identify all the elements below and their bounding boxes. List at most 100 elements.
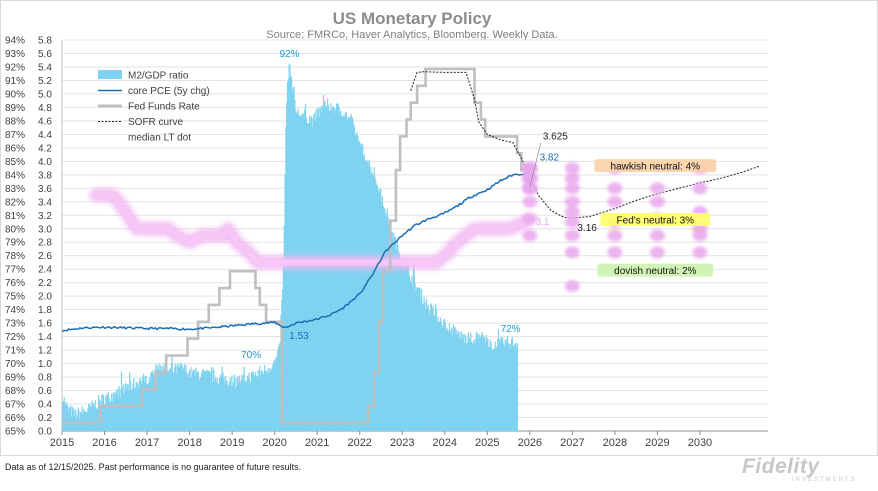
right-axis-tick-label: 0.2 [38,413,52,424]
m2-gdp-bar [129,372,131,431]
fidelity-logo: Fidelity [742,455,820,478]
m2-gdp-bar [511,337,514,431]
legend-item: median LT dot [93,132,191,144]
x-axis-tick-label: 2020 [262,437,286,449]
m2-gdp-bar [241,374,243,431]
m2-gdp-bar [471,344,473,431]
fomc-dot [522,182,538,195]
m2-gdp-bar [420,300,422,431]
m2-gdp-bar [349,115,352,431]
fomc-dot [522,229,538,242]
right-axis-tick-label: 0.0 [38,427,52,438]
fomc-dot [564,229,580,242]
m2-gdp-bar [437,316,439,431]
left-axis-tick-label: 77% [5,265,25,276]
data-label: 72% [501,324,521,335]
m2-gdp-bar [377,190,379,431]
m2-gdp-bar [166,372,168,431]
left-axis-tick-label: 70% [5,359,25,370]
fomc-dot [564,216,580,229]
m2-gdp-bar [460,337,462,431]
m2-gdp-bar [176,365,178,431]
m2-gdp-bar [115,392,117,431]
m2-gdp-bar [276,355,278,431]
m2-gdp-bar [261,370,263,431]
m2-gdp-bar [91,400,93,431]
sofr-curve-line [410,71,760,219]
m2-gdp-bar [361,146,363,432]
m2-gdp-bar [64,405,66,431]
m2-gdp-bar [467,332,469,431]
m2-gdp-bar [258,376,260,431]
m2-gdp-bar [430,304,433,431]
m2-gdp-bar [481,331,483,431]
m2-gdp-bar [320,112,322,431]
m2-gdp-bar [295,110,297,431]
m2-gdp-bar [329,110,331,432]
m2-gdp-bar [500,337,502,431]
m2-gdp-bar [369,171,371,431]
m2-gdp-bar [250,383,252,431]
m2-gdp-bar [328,111,330,432]
m2-gdp-bar [466,343,468,431]
m2-gdp-bar [363,154,366,432]
m2-gdp-bar [435,308,437,431]
m2-gdp-bar [313,115,315,431]
m2-gdp-bar [182,369,184,431]
fomc-dot [692,229,708,242]
m2-gdp-bar [179,363,181,431]
right-axis-tick-label: 5.4 [38,62,52,73]
m2-gdp-bar [113,391,115,431]
legend-item: Fed Funds Rate [98,102,200,113]
m2-gdp-bar [465,335,467,431]
m2-gdp-bar [90,407,92,431]
m2-gdp-bar [184,372,186,431]
m2-gdp-bar [468,337,470,431]
m2-gdp-bar [335,108,337,431]
m2-gdp-bar [282,265,285,431]
footnote: Data as of 12/15/2025. Past performance … [5,462,302,472]
m2-gdp-bar [77,407,79,431]
m2-gdp-bar [175,373,177,431]
m2-gdp-bar [289,65,291,431]
m2-gdp-bar [436,321,438,431]
annotation-highlight [600,213,711,227]
m2-gdp-bar [443,319,446,431]
m2-gdp-bar [247,377,249,431]
m2-gdp-bar [243,366,245,431]
annotation-text: Fed's neutral: 3% [617,216,695,227]
m2-gdp-bar [219,378,221,431]
right-axis-tick-label: 2.2 [38,278,52,289]
m2-gdp-bar [343,114,345,431]
left-axis-tick-label: 67% [5,400,25,411]
m2-gdp-bar [106,394,109,431]
m2-gdp-bar [268,368,271,431]
m2-gdp-bar [68,407,70,431]
m2-gdp-bar [434,315,436,431]
m2-gdp-bar [160,371,163,431]
m2-gdp-bar [421,303,424,431]
m2-gdp-bar [453,327,455,431]
m2-gdp-bar [362,157,365,431]
m2-gdp-bar [202,368,204,431]
right-axis-tick-label: 2.8 [38,238,52,249]
m2-gdp-bar [192,371,194,431]
chart-title: US Monetary Policy [333,9,492,28]
fomc-dot [564,172,580,185]
m2-gdp-bar [250,372,253,431]
m2-gdp-bar [220,375,222,431]
chart-subtitle: Source: FMRCo, Haver Analytics, Bloomber… [266,29,557,41]
m2-gdp-bar [385,213,387,431]
m2-gdp-bar [461,338,464,431]
m2-gdp-bar [265,370,267,431]
m2-gdp-bar [267,368,269,431]
m2-gdp-bar [386,208,388,431]
m2-gdp-bar [368,159,370,432]
m2-gdp-bar [316,117,318,431]
m2-gdp-bar [78,410,80,431]
m2-gdp-bar [233,374,235,431]
left-axis-tick-label: 73% [5,319,25,330]
m2-gdp-bar [153,377,155,431]
m2-gdp-bar [466,342,469,431]
m2-gdp-bar [499,340,501,431]
